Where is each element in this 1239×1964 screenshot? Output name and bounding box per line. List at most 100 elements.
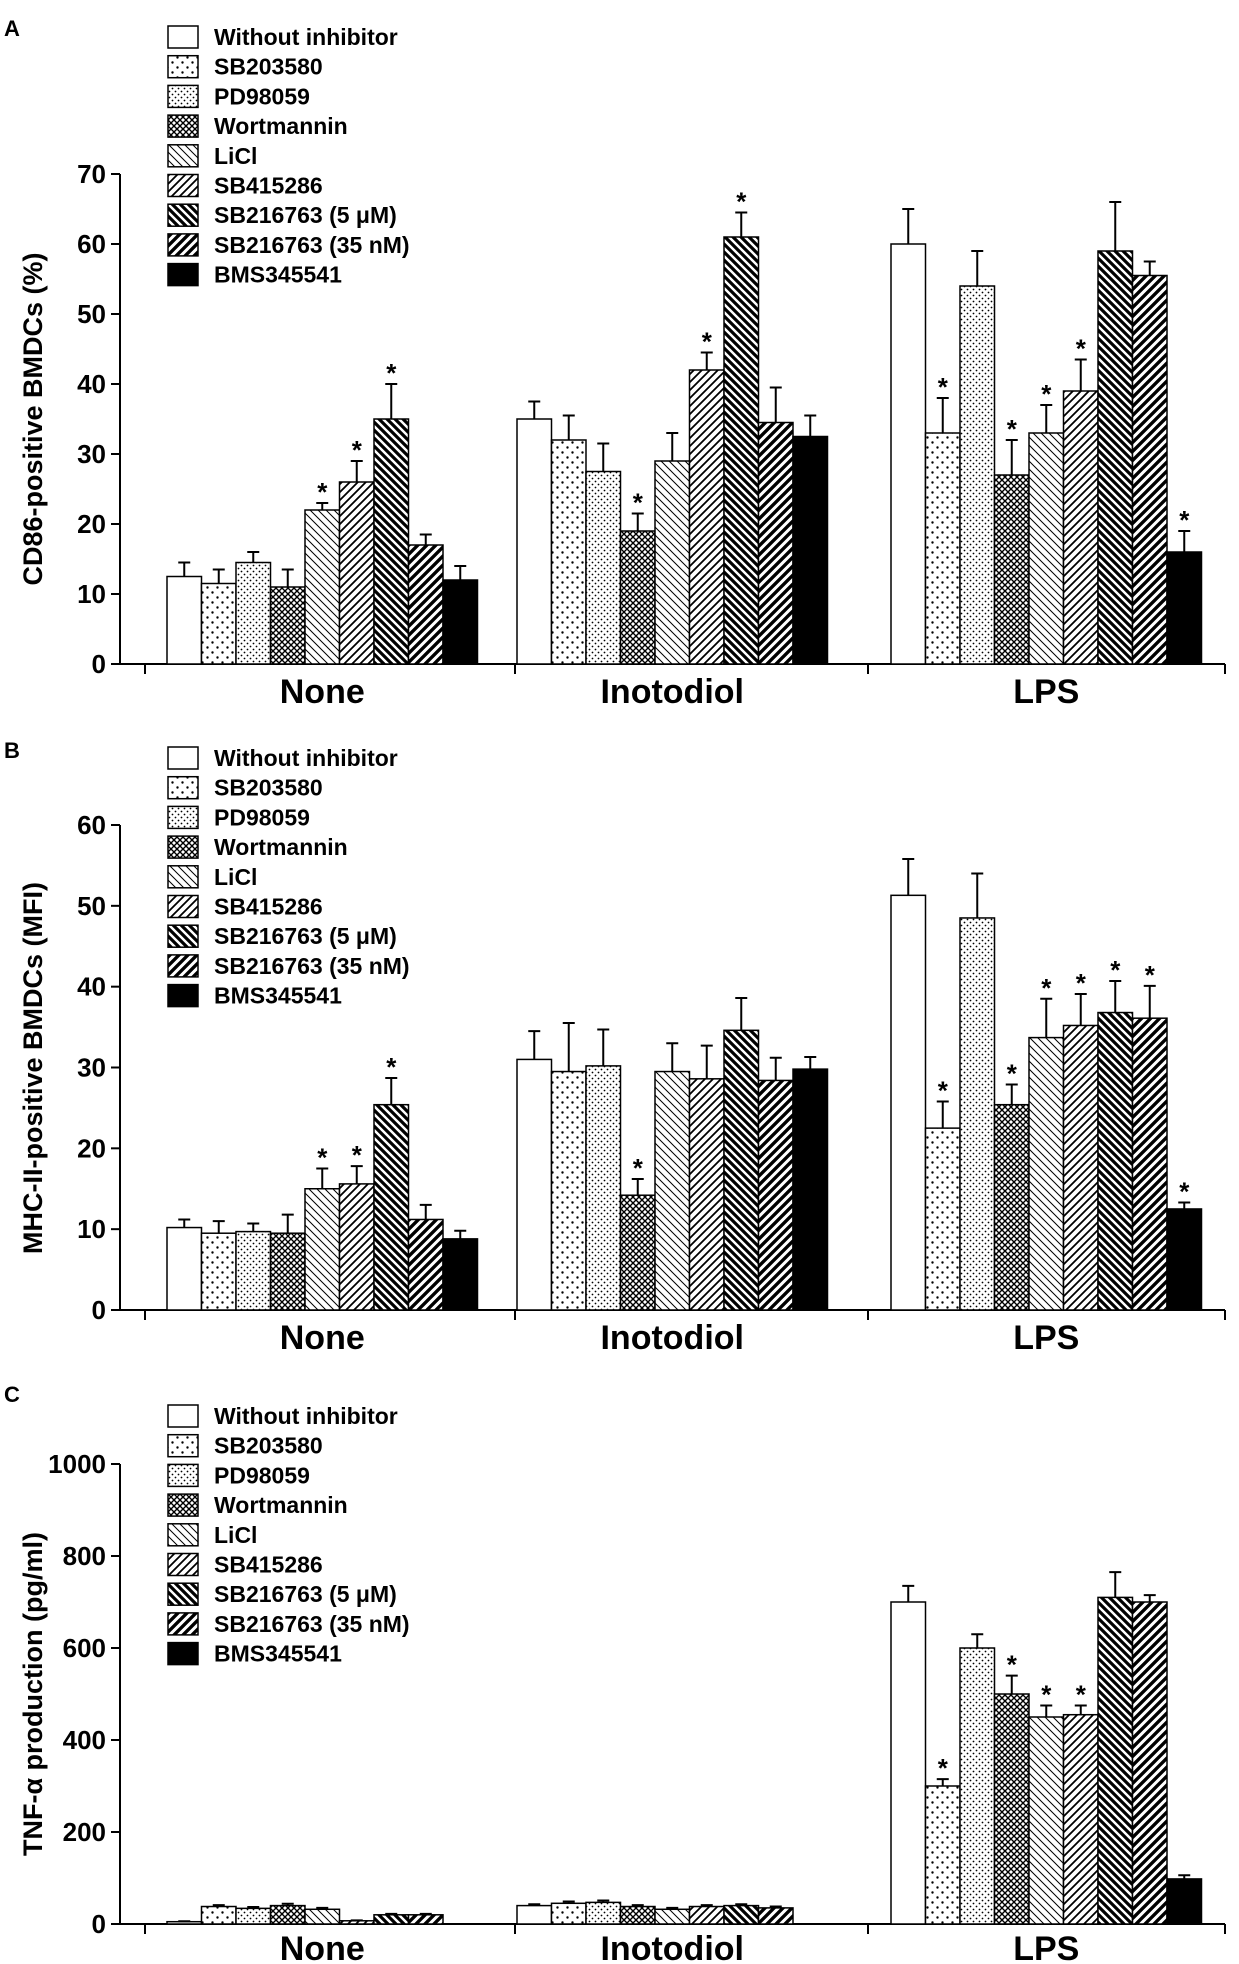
error-bar — [735, 1903, 748, 1906]
error-bar — [1040, 404, 1053, 433]
significance-marker: * — [352, 435, 363, 465]
y-axis-label: CD86-positive BMDCs (%) — [18, 252, 48, 585]
category-label-inotodiol: Inotodiol — [600, 1319, 744, 1357]
legend-swatch-sb203580 — [167, 1433, 199, 1458]
legend-swatch-licl — [167, 144, 199, 168]
legend-swatch-pd98059 — [167, 1463, 199, 1488]
legend-swatch-sb216763-35-nm — [167, 954, 199, 978]
error-bar — [1074, 358, 1087, 391]
bar-bms345541-lps — [1166, 1878, 1203, 1925]
panel-a: A CD86-positive BMDCs (%) 0 10 20 30 40 50 60 70 N… — [4, 16, 1226, 711]
legend-label-bms345541: BMS345541 — [214, 983, 342, 1009]
bar-without-inhibitor-lps — [890, 1601, 927, 1925]
y-tick-label: 60 — [77, 229, 106, 259]
y-tick-label: 20 — [77, 509, 106, 539]
bar-licl-none — [304, 1908, 341, 1925]
error-bar — [385, 1077, 398, 1105]
bar-sb415286-lps — [1062, 1713, 1099, 1925]
legend-swatch-sb216763-5-um — [167, 924, 199, 948]
bar-sb216763-35-nm-inotodiol — [757, 1079, 794, 1311]
y-tick-label: 40 — [77, 972, 106, 1002]
bar-bms345541-none — [442, 1238, 479, 1311]
error-bar — [631, 1178, 644, 1196]
category-label-lps: LPS — [1013, 1319, 1079, 1357]
error-bar — [902, 1584, 915, 1602]
bar-sb216763-35-nm-lps — [1131, 1601, 1168, 1925]
error-bar — [902, 857, 915, 896]
significance-marker: * — [938, 1753, 949, 1783]
bar-wortmannin-lps — [993, 1693, 1030, 1925]
significance-marker: * — [1076, 968, 1087, 998]
bar-without-inhibitor-inotodiol — [516, 1904, 553, 1925]
legend-label-sb216763-35-nm: SB216763 (35 nM) — [214, 1611, 410, 1637]
legend-swatch-pd98059 — [167, 805, 199, 830]
legend-label-sb415286: SB415286 — [214, 1552, 323, 1578]
bar-licl-none — [304, 509, 341, 665]
error-bar — [1109, 1571, 1122, 1598]
error-bar — [700, 351, 713, 370]
bar-sb203580-none — [200, 582, 237, 665]
bar-sb216763-5-um-inotodiol — [723, 1029, 760, 1311]
error-bar — [769, 386, 782, 423]
y-tick-label: 10 — [77, 579, 106, 609]
significance-marker: * — [1179, 1176, 1190, 1206]
significance-marker: * — [1041, 1680, 1052, 1710]
error-bar — [247, 1222, 260, 1232]
bar-sb216763-35-nm-inotodiol — [757, 1907, 794, 1925]
bar-sb203580-none — [200, 1905, 237, 1925]
legend-label-licl: LiCl — [214, 864, 257, 890]
legend-swatch-sb415286 — [167, 894, 199, 919]
bar-sb216763-35-nm-lps — [1131, 1017, 1168, 1311]
bar-licl-inotodiol — [654, 1908, 691, 1925]
error-bar — [316, 1167, 329, 1189]
y-axis-label: MHC-II-positive BMDCs (MFI) — [18, 882, 48, 1254]
error-bar — [178, 1218, 191, 1228]
legend-label-pd98059: PD98059 — [214, 804, 310, 830]
bar-sb216763-35-nm-none — [407, 1914, 444, 1925]
y-tick-label: 30 — [77, 1053, 106, 1083]
error-bar — [562, 1900, 575, 1904]
bar-wortmannin-lps — [993, 474, 1030, 665]
category-label-inotodiol: Inotodiol — [600, 1930, 744, 1964]
error-bar — [804, 414, 817, 437]
y-tick-label: 60 — [77, 810, 106, 840]
bar-licl-none — [304, 1188, 341, 1311]
bar-wortmannin-inotodiol — [619, 1194, 656, 1311]
error-bar — [1178, 530, 1191, 552]
error-bar — [769, 1056, 782, 1081]
bar-bms345541-lps — [1166, 1208, 1203, 1311]
legend-label-sb216763-5-um: SB216763 (5 μM) — [214, 202, 397, 228]
y-tick-label: 50 — [77, 299, 106, 329]
legend-swatch-wortmannin — [167, 835, 199, 859]
bar-wortmannin-none — [269, 586, 306, 665]
bar-sb415286-lps — [1062, 390, 1099, 665]
y-tick-label: 0 — [92, 1295, 106, 1325]
bar-without-inhibitor-lps — [890, 894, 927, 1311]
bar-sb203580-lps — [924, 1785, 961, 1925]
significance-marker: * — [386, 1052, 397, 1082]
bar-sb216763-5-um-none — [373, 1914, 410, 1925]
legend-label-sb216763-35-nm: SB216763 (35 nM) — [214, 232, 410, 258]
error-bar — [1040, 1704, 1053, 1717]
legend-swatch-sb216763-5-um — [167, 1582, 199, 1606]
bar-licl-lps — [1028, 432, 1065, 665]
y-tick-label: 400 — [63, 1725, 106, 1755]
error-bar — [700, 1904, 713, 1907]
bar-pd98059-inotodiol — [585, 1901, 622, 1925]
bar-sb216763-5-um-none — [373, 418, 410, 665]
legend-swatch-sb216763-35-nm — [167, 233, 199, 257]
legend-label-wortmannin: Wortmannin — [214, 1492, 348, 1518]
bar-pd98059-none — [235, 1230, 272, 1311]
error-bar — [597, 1028, 610, 1066]
error-bar — [597, 1899, 610, 1903]
bar-sb203580-inotodiol — [550, 439, 587, 665]
y-tick-label: 40 — [77, 369, 106, 399]
legend-label-pd98059: PD98059 — [214, 1462, 310, 1488]
bar-sb415286-none — [338, 1183, 375, 1311]
significance-marker: * — [633, 1153, 644, 1183]
y-tick-label: 1000 — [48, 1449, 106, 1479]
y-tick-label: 70 — [77, 159, 106, 189]
legend-label-sb415286: SB415286 — [214, 894, 323, 920]
bar-sb415286-inotodiol — [688, 369, 725, 665]
category-label-lps: LPS — [1013, 673, 1079, 711]
